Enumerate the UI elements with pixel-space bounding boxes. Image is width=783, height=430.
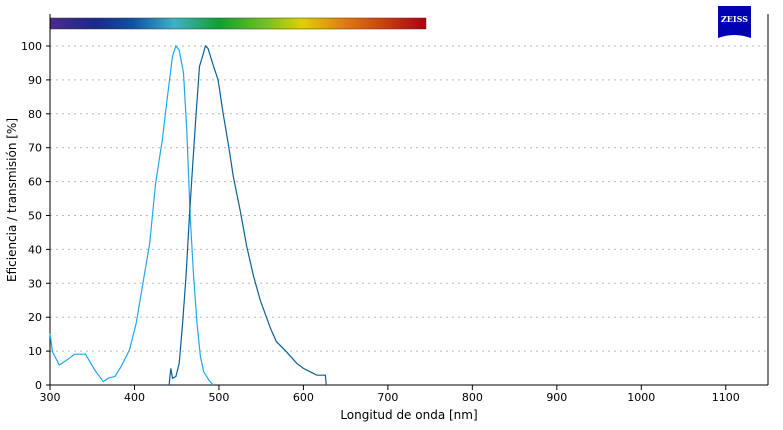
x-tick-label: 600: [293, 391, 314, 404]
series-line-1: [168, 44, 327, 386]
logo-text: ZEISS: [721, 14, 748, 24]
x-tick-label: 1100: [712, 391, 740, 404]
y-tick-label: 70: [28, 142, 42, 155]
x-axis-title: Longitud de onda [nm]: [340, 408, 477, 422]
y-tick-label: 90: [28, 74, 42, 87]
y-tick-label: 60: [28, 176, 42, 189]
x-tick-label: 700: [377, 391, 398, 404]
y-axis-title: Eficiencia / transmisión [%]: [5, 118, 19, 282]
y-tick-label: 50: [28, 210, 42, 223]
y-tick-label: 30: [28, 277, 42, 290]
y-tick-label: 80: [28, 108, 42, 121]
x-tick-label: 400: [124, 391, 145, 404]
x-tick-label: 900: [546, 391, 567, 404]
x-tick-label: 1000: [627, 391, 655, 404]
y-tick-label: 10: [28, 345, 42, 358]
y-tick-label: 40: [28, 243, 42, 256]
y-tick-label: 100: [21, 40, 42, 53]
y-tick-label: 0: [35, 379, 42, 392]
series-line-0: [49, 44, 214, 386]
spectrum-bar: [49, 17, 427, 30]
x-tick-label: 300: [40, 391, 61, 404]
x-tick-label: 800: [462, 391, 483, 404]
zeiss-logo: ZEISS: [718, 6, 751, 38]
x-tick-label: 500: [208, 391, 229, 404]
y-tick-label: 20: [28, 311, 42, 324]
